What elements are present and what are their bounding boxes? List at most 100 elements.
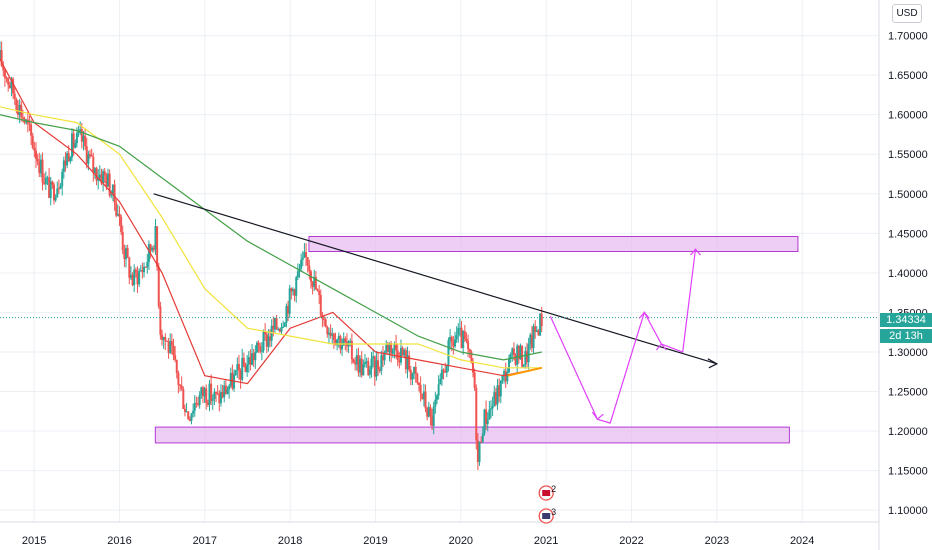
- candle-body: [162, 337, 165, 340]
- candle-body: [2, 65, 5, 71]
- trendline[interactable]: [153, 193, 718, 365]
- candle-body: [329, 332, 332, 336]
- candle-body: [247, 357, 250, 365]
- candle-body: [54, 197, 57, 201]
- support-resistance-zone[interactable]: [154, 426, 790, 444]
- candle-body: [530, 334, 533, 348]
- candle-body: [308, 265, 311, 272]
- candle-body: [15, 99, 18, 110]
- candle-body: [372, 356, 375, 359]
- price-tick-label: 1.30000: [888, 347, 928, 359]
- candle-body: [390, 343, 393, 354]
- candle-body: [131, 274, 134, 286]
- candle-body: [396, 350, 399, 361]
- candle-body: [439, 379, 442, 385]
- candle-body: [377, 360, 380, 370]
- candle-body: [152, 247, 155, 250]
- drawings: [0, 193, 879, 424]
- candle-body: [53, 184, 56, 201]
- candle-body: [334, 340, 337, 346]
- candle-body: [447, 340, 450, 366]
- price-tick-label: 1.60000: [888, 110, 928, 122]
- candle-body: [228, 385, 231, 390]
- candle-body: [475, 387, 478, 441]
- projection-arrowhead: [638, 311, 650, 319]
- candle-body: [468, 348, 471, 352]
- candle-body: [507, 358, 510, 373]
- candle-body: [57, 188, 60, 190]
- candle-body: [234, 370, 237, 376]
- candle-body: [183, 408, 186, 412]
- candle-body: [95, 168, 98, 181]
- candle-body: [197, 403, 200, 405]
- candle-body: [233, 375, 236, 389]
- candle-body: [241, 357, 244, 380]
- candle-body: [344, 338, 347, 343]
- candle-body: [501, 375, 504, 381]
- candle-body: [246, 364, 249, 372]
- candle-body: [290, 288, 293, 292]
- candle-body: [126, 248, 129, 258]
- candle-body: [151, 247, 154, 251]
- candle-body: [43, 182, 46, 185]
- candle-body: [380, 355, 383, 371]
- country-flag-icon: [542, 490, 551, 496]
- candle-body: [488, 409, 491, 420]
- candle-body: [144, 266, 147, 268]
- candle-body: [161, 334, 164, 340]
- candle-body: [318, 290, 321, 295]
- candle-body: [113, 184, 116, 203]
- candle-body: [363, 362, 366, 365]
- candle-body: [93, 168, 96, 173]
- candle-body: [205, 388, 208, 403]
- support-resistance-zone[interactable]: [308, 235, 799, 253]
- candle-body: [326, 326, 329, 335]
- candle-body: [463, 331, 466, 339]
- candle-body: [36, 158, 39, 162]
- candle-body: [388, 343, 391, 353]
- candle-body: [85, 146, 88, 164]
- candle-body: [408, 355, 411, 371]
- trendline-arrowhead: [707, 358, 719, 369]
- currency-button[interactable]: USD: [892, 4, 922, 23]
- candle-body: [48, 177, 51, 198]
- candle-body: [257, 342, 260, 346]
- candle-body: [442, 369, 445, 371]
- candle-body: [201, 387, 204, 397]
- candle-body: [216, 393, 219, 395]
- candle-body: [395, 343, 398, 351]
- candle-body: [283, 322, 286, 327]
- candle-body: [540, 313, 543, 327]
- time-tick-label: 2023: [705, 535, 729, 547]
- candle-body: [506, 372, 509, 382]
- candle-body: [92, 156, 95, 173]
- candle-body: [123, 250, 126, 260]
- candle-body: [383, 352, 386, 361]
- candle-body: [41, 159, 44, 183]
- candle-body: [462, 331, 465, 348]
- price-axis: 1.70000 1.65000 1.60000 1.55000 1.50000 1.450…: [888, 31, 928, 518]
- candle-body: [179, 384, 182, 386]
- candle-body: [458, 327, 461, 329]
- price-tick-label: 1.10000: [888, 505, 928, 517]
- candle-body: [138, 270, 141, 285]
- candle-body: [129, 274, 132, 278]
- last-price-badge: 1.34334: [880, 313, 932, 327]
- candle-body: [170, 341, 173, 346]
- candle-body: [535, 330, 538, 332]
- candle-body: [327, 332, 330, 335]
- candle-body: [381, 355, 384, 361]
- candle-body: [306, 257, 309, 266]
- candle-body: [303, 252, 306, 258]
- projection-path[interactable]: [549, 249, 697, 424]
- candle-body: [476, 440, 479, 462]
- candle-body: [481, 433, 484, 442]
- candle-body: [494, 392, 497, 405]
- candle-body: [215, 391, 218, 394]
- candle-body: [223, 385, 226, 398]
- candle-body: [143, 266, 146, 273]
- candle-body: [31, 135, 34, 148]
- candle-body: [537, 330, 540, 336]
- candle-body: [198, 394, 201, 405]
